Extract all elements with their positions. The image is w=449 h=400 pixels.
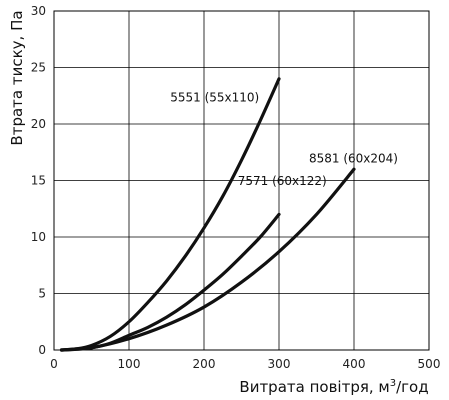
series-label-3: 8581 (60x204) [309,151,398,165]
y-tick-label: 20 [31,117,46,131]
y-tick-label: 5 [38,287,46,301]
grid [53,10,430,351]
x-axis-label-main: Витрата повітря, м [239,378,389,396]
x-tick-label: 400 [343,357,366,371]
y-tick-label: 15 [31,174,46,188]
x-tick-label: 0 [50,357,58,371]
x-axis-label-suffix: /год [396,378,428,396]
y-tick-label: 25 [31,61,46,75]
series-line-2 [59,212,281,352]
series-lines [59,77,356,352]
y-axis-label: Втрата тиску, Па [8,10,26,145]
series-label-1: 5551 (55x110) [170,90,259,104]
series-label-2: 7571 (60x122) [238,174,327,188]
x-tick-label: 500 [418,357,441,371]
x-tick-label: 200 [193,357,216,371]
y-tick-label: 10 [31,230,46,244]
plot-frame [53,10,430,351]
x-tick-label: 300 [268,357,291,371]
y-tick-label: 30 [31,4,46,18]
x-axis-label: Витрата повітря, м3/год [239,378,428,396]
series-line-1 [59,77,281,352]
series-line-3 [59,167,356,352]
tick-labels: 0 100 200 300 400 500 0 5 10 15 20 25 30 [31,4,441,371]
x-axis-label-sup: 3 [390,378,396,389]
x-tick-label: 100 [118,357,141,371]
series-labels: 5551 (55x110) 7571 (60x122) 8581 (60x204) [170,90,398,188]
y-tick-label: 0 [38,343,46,357]
